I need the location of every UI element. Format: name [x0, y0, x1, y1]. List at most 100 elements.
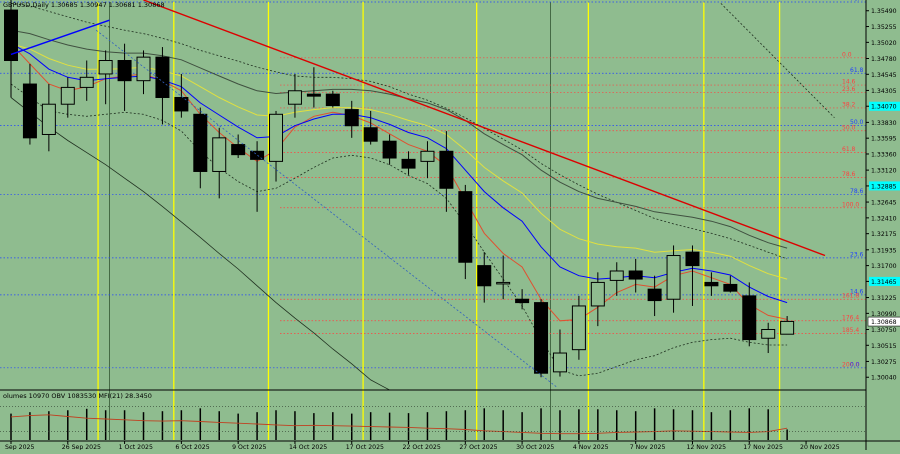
price-axis-bg [866, 0, 900, 450]
time-label: 17 Oct 2025 [346, 444, 384, 450]
price-tick-label: 1.35490 [871, 8, 897, 15]
fib-level-label: 78.6 [842, 171, 856, 178]
price-tick-label: 1.32645 [871, 200, 897, 207]
candle-bear [685, 251, 700, 267]
price-tick-label: 1.32885 [871, 183, 897, 190]
time-label: 6 Oct 2025 [175, 444, 209, 450]
price-tick-label: 1.31935 [871, 247, 897, 254]
candle-bear [742, 295, 757, 341]
time-label: 14 Oct 2025 [289, 444, 327, 450]
indicator-title: olumes 10970 OBV 1083530 MFI(21) 28.3450 [3, 392, 152, 400]
price-tick-label: 1.33830 [871, 120, 897, 127]
time-label: 30 Oct 2025 [516, 444, 554, 450]
time-label: 22 Oct 2025 [403, 444, 441, 450]
candle-bear [155, 56, 170, 98]
candle-bear [477, 265, 492, 287]
candle-bear [231, 144, 246, 156]
candle-bear [458, 191, 473, 263]
candle-bull [761, 328, 776, 339]
price-tick-label: 1.33360 [871, 151, 897, 158]
candle-bear [382, 140, 397, 159]
candle-bull [590, 281, 605, 307]
time-label: 12 Nov 2025 [686, 444, 726, 450]
candle-bull [136, 56, 151, 82]
candle-bull [666, 255, 681, 300]
price-tick-label: 1.32175 [871, 231, 897, 238]
candle-bull [496, 281, 511, 285]
candle-bull [552, 352, 567, 373]
candle-bear [439, 150, 454, 189]
candle-bear [704, 281, 719, 287]
candle-bear [344, 109, 359, 127]
current-price-box [867, 316, 900, 327]
candle-bear [515, 298, 530, 304]
price-tick-label: 1.30750 [871, 327, 897, 334]
fib-level-label: 0.0 [842, 51, 852, 58]
price-tick-highlight [869, 181, 900, 191]
candle-bull [571, 305, 586, 351]
candle-bull [212, 137, 227, 172]
fib-level-label: 61.8 [842, 146, 856, 153]
price-tick-label: 1.34070 [871, 104, 897, 111]
time-label: 1 Oct 2025 [119, 444, 153, 450]
price-tick-label: 1.30275 [871, 359, 897, 366]
fib-level-label: 14.6 [850, 288, 864, 295]
candle-bull [780, 320, 795, 335]
fib-level-label: 38.2 [842, 101, 856, 108]
red-trendline [143, 0, 826, 257]
price-tick-highlight [869, 276, 900, 286]
chart-title: GBPUSD,Daily 1.30685 1.30947 1.30681 1.3… [3, 1, 165, 9]
fib-level-label: 0.0 [850, 361, 860, 368]
price-tick-label: 1.35020 [871, 40, 897, 47]
candle-bear [193, 113, 208, 172]
price-tick-label: 1.33595 [871, 136, 897, 143]
price-tick-label: 1.31465 [871, 279, 897, 286]
candle-bear [534, 302, 549, 374]
fib-level-label: 14.6 [842, 79, 856, 86]
fib-level-label: 50.0 [842, 124, 856, 131]
fib-level-label: 78.6 [850, 188, 864, 195]
blue-trendline [10, 19, 110, 56]
channel-dashed-line [720, 3, 835, 118]
candle-bull [269, 113, 284, 162]
price-tick-highlight [869, 101, 900, 111]
price-tick-label: 1.34780 [871, 56, 897, 63]
current-price-label: 1.30868 [871, 319, 897, 326]
fib-level-label: 176.4 [842, 314, 859, 321]
fib-level-label: 61.8 [850, 67, 864, 74]
fib-level-label: 23.6 [850, 251, 864, 258]
fib-level-label: 185.4 [842, 327, 859, 334]
time-label: 4 Nov 2025 [573, 444, 609, 450]
fib-level-label: 23.6 [842, 86, 856, 93]
candle-bear [22, 83, 37, 139]
candle-bear [117, 60, 132, 82]
candle-bull [60, 86, 75, 105]
time-label: 9 Oct 2025 [232, 444, 266, 450]
candle-bull [287, 90, 302, 105]
fib-level-label: 76.4 [850, 0, 864, 3]
time-label: Sep 2025 [5, 444, 34, 450]
lower-band [10, 83, 788, 377]
price-tick-label: 1.30990 [871, 311, 897, 318]
fib-level-label: 100.0 [842, 201, 859, 208]
fib-level-label: 200.0 [842, 361, 859, 368]
price-tick-label: 1.34545 [871, 72, 897, 79]
candle-bull [609, 270, 624, 281]
blue-dashed-trend [95, 29, 557, 387]
candle-bear [174, 96, 189, 112]
price-tick-label: 1.32410 [871, 215, 897, 222]
price-tick-label: 1.33120 [871, 168, 897, 175]
price-tick-label: 1.30515 [871, 343, 897, 350]
candle-bear [306, 93, 321, 97]
price-tick-label: 1.35255 [871, 24, 897, 31]
candle-bear [723, 283, 738, 292]
fib-level-label: 161.8 [842, 293, 859, 300]
fib-level-label: 50.0 [850, 119, 864, 126]
time-label: 20 Nov 2025 [800, 444, 840, 450]
time-label: 7 Nov 2025 [630, 444, 666, 450]
candle-bear [325, 93, 340, 107]
price-tick-label: 1.34305 [871, 88, 897, 95]
candle-bear [363, 127, 378, 142]
